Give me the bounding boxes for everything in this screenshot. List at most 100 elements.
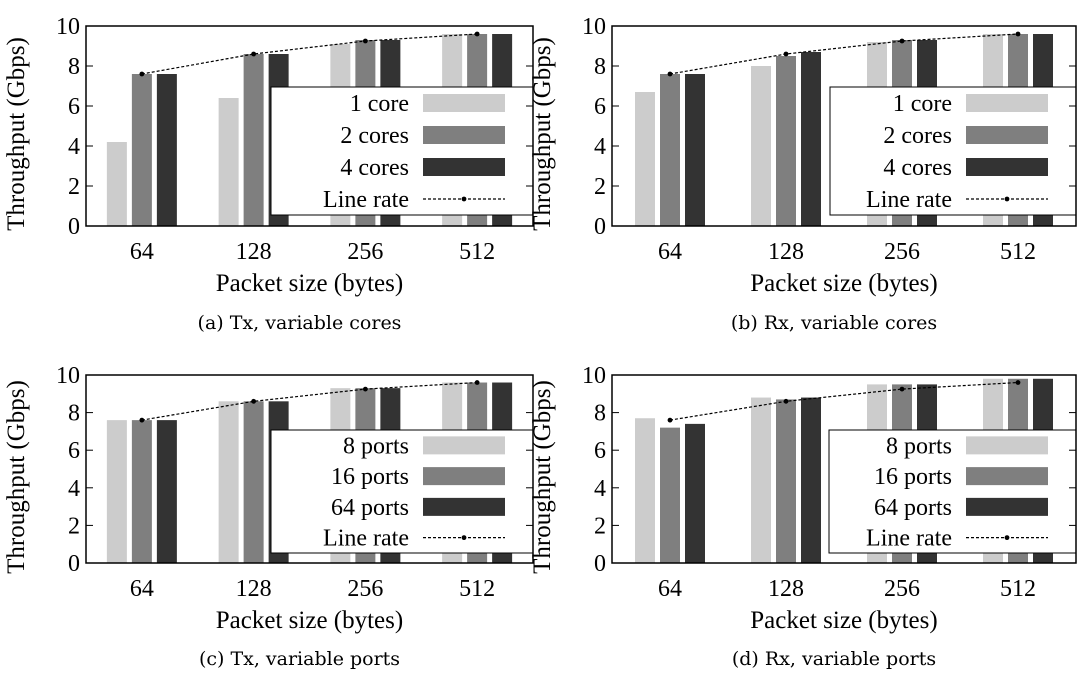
bar-d-s1-c1 — [776, 399, 796, 563]
caption-c: (c) Tx, variable ports — [199, 648, 400, 670]
bar-a-s1-c0 — [131, 74, 152, 226]
line-rate-point-b-0 — [667, 71, 673, 77]
legend-swatch-d-2 — [966, 497, 1048, 516]
chart-a: 1 core 2 cores 4 cores Line rate 0 2 4 6 8 10 64 12… — [3, 14, 534, 334]
line-rate-a — [141, 33, 478, 75]
legend-swatch-b-1 — [966, 126, 1048, 144]
xtick-label-c-2: 256 — [347, 576, 383, 602]
line-rate-point-c-0 — [139, 417, 145, 423]
bar-a-s0-c1 — [218, 98, 239, 226]
xtick-label-b-3: 512 — [1000, 239, 1036, 265]
ytick-label-a-0: 0 — [68, 214, 80, 240]
ytick-label-a-4: 8 — [68, 54, 80, 80]
chart-b: 1 core 2 cores 4 cores Line rate 0 2 4 6 8 10 64 12… — [529, 14, 1077, 334]
bar-c-s1-c1 — [243, 401, 264, 563]
legend-line-marker-c — [461, 535, 467, 541]
bar-b-s2-c1 — [801, 52, 821, 226]
legend-label-d-3: Line rate — [866, 526, 952, 552]
xtick-label-a-3: 512 — [459, 239, 495, 265]
xtick-label-c-3: 512 — [459, 576, 495, 602]
legend-swatch-b-2 — [966, 158, 1048, 176]
line-rate-point-b-2 — [899, 38, 905, 44]
xtick-label-d-3: 512 — [1000, 576, 1036, 602]
legend-swatch-a-1 — [423, 126, 505, 144]
line-rate-point-d-1 — [783, 398, 789, 404]
legend-label-c-2: 64 ports — [331, 495, 409, 521]
line-rate-point-c-3 — [474, 380, 480, 385]
xtick-label-b-0: 64 — [658, 239, 682, 265]
bar-b-s2-c0 — [685, 74, 705, 226]
line-rate-point-c-1 — [251, 398, 257, 404]
ytick-label-d-3: 6 — [594, 438, 606, 464]
ytick-label-c-5: 10 — [56, 363, 80, 389]
bar-d-s2-c0 — [685, 423, 705, 563]
legend-swatch-c-0 — [423, 436, 505, 455]
legend-line-marker-b — [1004, 196, 1010, 202]
legend-swatch-c-1 — [423, 467, 505, 486]
bar-d-s1-c0 — [660, 427, 680, 563]
bar-a-s0-c0 — [106, 142, 127, 226]
legend-label-a-3: Line rate — [323, 187, 409, 213]
ytick-label-b-3: 6 — [594, 94, 606, 120]
line-rate-point-a-3 — [474, 31, 480, 37]
legend-label-a-0: 1 core — [350, 91, 409, 117]
bar-c-s0-c0 — [106, 420, 127, 563]
legend-label-b-2: 4 cores — [883, 155, 952, 181]
caption-b: (b) Rx, variable cores — [731, 312, 937, 334]
ytick-label-a-1: 2 — [68, 174, 80, 200]
panel-b: 1 core 2 cores 4 cores Line rate 0 2 4 6 8 10 64 12… — [529, 0, 1089, 338]
xtick-label-b-2: 256 — [884, 239, 920, 265]
xtick-label-a-2: 256 — [347, 239, 383, 265]
chart-c: 8 ports 16 ports 64 ports Line rate 0 2 4 6 8 10 6… — [3, 363, 534, 670]
ytick-label-d-2: 4 — [594, 476, 606, 502]
legend-label-b-1: 2 cores — [883, 123, 952, 149]
bar-c-s2-c0 — [156, 420, 177, 563]
legend-label-c-0: 8 ports — [343, 433, 409, 459]
xtick-label-d-2: 256 — [884, 576, 920, 602]
ytick-label-c-4: 8 — [68, 401, 80, 427]
y-axis-title-c: Throughput (Gbps) — [3, 380, 30, 574]
legend-swatch-b-0 — [966, 94, 1048, 112]
plot-frame-b — [611, 25, 1077, 227]
xtick-label-b-1: 128 — [768, 239, 804, 265]
legend-label-a-2: 4 cores — [340, 155, 409, 181]
ytick-label-c-0: 0 — [68, 551, 80, 577]
ytick-label-a-3: 6 — [68, 94, 80, 120]
ytick-label-a-5: 10 — [56, 14, 80, 40]
line-rate-point-a-2 — [362, 38, 368, 44]
legend-swatch-a-0 — [423, 94, 505, 112]
legend-label-d-1: 16 ports — [874, 464, 952, 490]
ytick-label-c-2: 4 — [68, 476, 80, 502]
ytick-label-b-4: 8 — [594, 54, 606, 80]
line-rate-d — [669, 381, 1019, 421]
xtick-label-a-1: 128 — [236, 239, 272, 265]
xtick-label-a-0: 64 — [130, 239, 154, 265]
line-rate-point-c-2 — [362, 386, 368, 392]
line-rate-point-a-0 — [139, 71, 145, 77]
line-rate-point-b-1 — [783, 51, 789, 57]
ytick-label-d-4: 8 — [594, 401, 606, 427]
x-axis-title-d: Packet size (bytes) — [750, 607, 937, 634]
legend-label-d-0: 8 ports — [886, 433, 952, 459]
xtick-label-d-0: 64 — [658, 576, 682, 602]
legend-swatch-a-2 — [423, 158, 505, 176]
bar-c-s1-c0 — [131, 420, 152, 563]
bar-d-s0-c1 — [751, 397, 771, 563]
ytick-label-a-2: 4 — [68, 134, 80, 160]
line-rate-point-a-1 — [251, 51, 257, 57]
ytick-label-b-0: 0 — [594, 214, 606, 240]
xtick-label-c-0: 64 — [130, 576, 154, 602]
plot-frame-a — [85, 25, 534, 227]
ytick-label-c-3: 6 — [68, 438, 80, 464]
legend-swatch-d-1 — [966, 467, 1048, 486]
caption-a: (a) Tx, variable cores — [198, 312, 402, 334]
legend-label-c-1: 16 ports — [331, 464, 409, 490]
legend-swatch-c-2 — [423, 497, 505, 516]
legend-label-b-0: 1 core — [893, 91, 952, 117]
y-axis-title-b: Throughput (Gbps) — [529, 37, 556, 231]
ytick-label-b-1: 2 — [594, 174, 606, 200]
legend-label-b-3: Line rate — [866, 187, 952, 213]
x-axis-title-c: Packet size (bytes) — [216, 607, 403, 634]
plot-frame-c — [85, 374, 534, 564]
